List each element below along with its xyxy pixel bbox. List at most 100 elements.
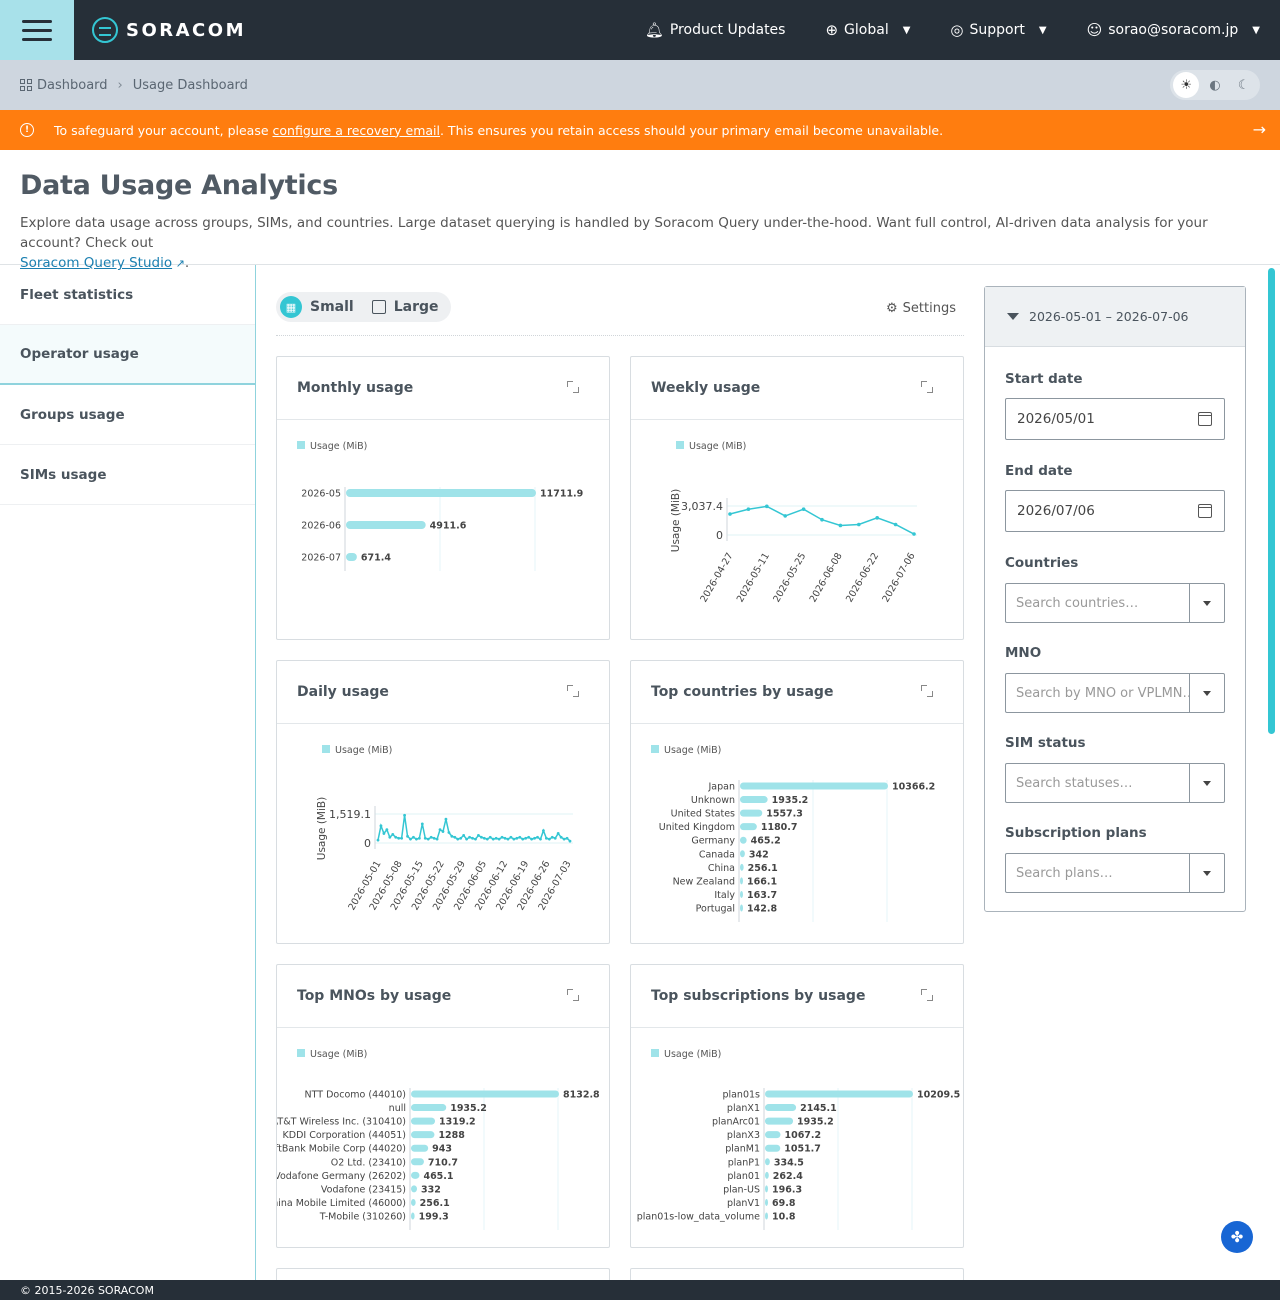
data-point: [568, 839, 572, 843]
data-point: [912, 532, 916, 536]
calendar-icon[interactable]: [1198, 412, 1212, 426]
expand-icon[interactable]: [921, 381, 933, 393]
data-point: [820, 517, 824, 522]
expand-icon[interactable]: [921, 685, 933, 697]
data-point: [491, 837, 495, 841]
mno-label: MNO: [1005, 645, 1042, 661]
mno-select[interactable]: Search by MNO or VPLMN…: [1005, 673, 1225, 713]
breadcrumb-dashboard[interactable]: Dashboard: [37, 77, 108, 93]
brand-logo[interactable]: SORACOM: [92, 17, 246, 43]
bar: [740, 809, 763, 817]
expand-icon[interactable]: [567, 685, 579, 697]
data-point: [565, 836, 569, 840]
y-tick-label: 0: [364, 837, 371, 850]
moon-icon[interactable]: ☾: [1237, 77, 1250, 93]
support-menu[interactable]: ◎ Support ▼: [930, 21, 1066, 39]
query-studio-link[interactable]: Soracom Query Studio: [20, 255, 173, 271]
sidebar-item-operator-usage[interactable]: Operator usage: [0, 325, 255, 385]
size-small-option[interactable]: ▦ Small: [280, 296, 354, 318]
data-label: 10366.2: [892, 782, 935, 793]
sun-icon[interactable]: ☀: [1173, 72, 1200, 98]
data-point: [500, 835, 504, 839]
data-point: [539, 837, 542, 841]
bell-icon: 🔔︎: [644, 21, 664, 39]
data-point: [494, 836, 498, 840]
bar: [765, 1185, 768, 1193]
card-title: Monthly usage: [277, 357, 609, 420]
bar: [740, 904, 743, 912]
chevron-down-icon[interactable]: [1189, 584, 1224, 622]
expand-icon[interactable]: [567, 989, 579, 1001]
chevron-down-icon[interactable]: [1189, 764, 1224, 802]
arrow-right-icon[interactable]: →: [1252, 120, 1266, 139]
grid-icon: ▦: [280, 296, 302, 318]
description-text: Explore data usage across groups, SIMs, …: [20, 215, 1208, 251]
checkbox-icon: [371, 300, 386, 314]
countries-select[interactable]: Search countries…: [1005, 583, 1225, 623]
chevron-down-icon[interactable]: [1189, 674, 1224, 712]
top-subscriptions-chart: Usage (MiB) plan01s 10209.5 planX1 2145.1 pla…: [637, 1049, 960, 1230]
expand-icon[interactable]: [567, 381, 579, 393]
bar: [346, 489, 536, 497]
bar: [765, 1171, 769, 1179]
subscription-plans-select[interactable]: Search plans…: [1005, 853, 1225, 893]
data-label: 342: [749, 849, 769, 860]
data-label: 69.8: [772, 1198, 796, 1209]
bar: [411, 1131, 435, 1139]
data-point: [379, 824, 383, 828]
data-point: [397, 836, 401, 840]
data-point: [444, 817, 448, 821]
data-point: [783, 514, 787, 518]
legend-label: Usage (MiB): [335, 745, 392, 756]
warning-icon: !: [20, 123, 34, 137]
contrast-icon[interactable]: ◐: [1209, 77, 1221, 93]
settings-label: Settings: [902, 301, 956, 316]
data-point: [515, 836, 519, 840]
data-label: 943: [432, 1144, 452, 1155]
data-label: 2145.1: [800, 1103, 837, 1114]
x-tick-label: 2026-05-25: [771, 551, 808, 604]
category-label: SoftBank Mobile Corp (44020): [277, 1144, 406, 1155]
menu-icon[interactable]: [0, 0, 74, 60]
user-menu[interactable]: ☺ sorao@soracom.jp ▼: [1067, 21, 1280, 39]
sidebar-item-sims-usage[interactable]: SIMs usage: [0, 445, 255, 505]
lifebuoy-icon: ◎: [950, 21, 964, 39]
help-icon[interactable]: ✤: [1221, 1221, 1253, 1253]
category-label: United States: [671, 809, 735, 820]
legend-swatch: [297, 1049, 305, 1057]
data-point: [765, 504, 769, 509]
bar: [765, 1144, 781, 1152]
sim-status-select[interactable]: Search statuses…: [1005, 763, 1225, 803]
region-selector[interactable]: ⊕ Global ▼: [805, 21, 930, 39]
chevron-down-icon: ▼: [902, 24, 911, 36]
date-range-toggle[interactable]: 2026-05-01 – 2026-07-06: [985, 287, 1245, 347]
divider: [276, 335, 964, 336]
end-date-input[interactable]: 2026/07/06: [1005, 490, 1225, 532]
data-point: [512, 837, 516, 841]
sidebar-item-fleet-statistics[interactable]: Fleet statistics: [0, 265, 255, 325]
brand-name: SORACOM: [126, 19, 246, 41]
sidebar-item-groups-usage[interactable]: Groups usage: [0, 385, 255, 445]
page-title: Data Usage Analytics: [20, 170, 338, 201]
chevron-down-icon[interactable]: [1189, 854, 1224, 892]
calendar-icon[interactable]: [1198, 504, 1212, 518]
bar: [740, 890, 743, 898]
configure-recovery-email-link[interactable]: configure a recovery email: [272, 122, 440, 138]
page-header: Data Usage Analytics Explore data usage …: [0, 150, 1280, 271]
data-point: [485, 837, 489, 841]
data-label: 1288: [438, 1130, 465, 1141]
data-label: 166.1: [747, 876, 777, 887]
legend-label: Usage (MiB): [664, 1049, 721, 1060]
data-label: 11711.9: [540, 489, 583, 500]
data-point: [468, 835, 471, 839]
start-date-input[interactable]: 2026/05/01: [1005, 398, 1225, 440]
size-large-option[interactable]: Large: [362, 299, 439, 315]
data-point: [746, 507, 751, 512]
data-point: [728, 512, 732, 516]
expand-icon[interactable]: [921, 989, 933, 1001]
data-point: [453, 835, 457, 839]
product-updates-button[interactable]: 🔔︎ Product Updates: [625, 21, 806, 39]
footer: © 2015-2026 SORACOM: [0, 1280, 1280, 1300]
settings-button[interactable]: ⚙ Settings: [886, 301, 956, 316]
scrollbar[interactable]: [1268, 268, 1275, 734]
